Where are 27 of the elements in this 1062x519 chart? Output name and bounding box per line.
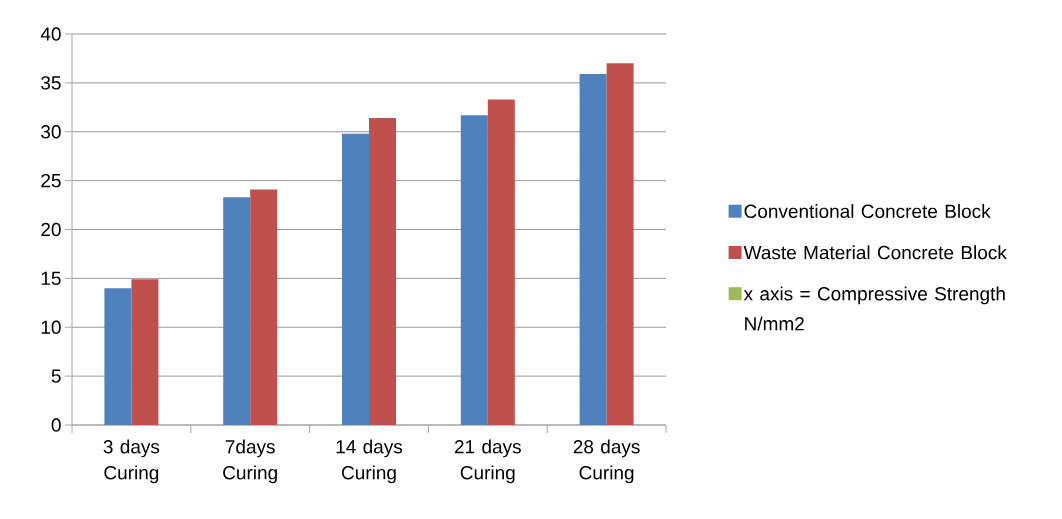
- bar: [579, 74, 607, 425]
- bar: [369, 118, 396, 425]
- y-tick-label: 35: [41, 76, 61, 90]
- y-tick-label: 10: [41, 320, 61, 334]
- x-tick-label: 3 days Curing: [103, 439, 160, 484]
- x-tick-label: 21 days Curing: [454, 439, 521, 484]
- y-tick-label: 40: [40, 27, 61, 41]
- bar: [606, 63, 634, 425]
- bar: [131, 279, 159, 425]
- x-tick-label: 14 days Curing: [336, 439, 403, 484]
- x-tick-label: 28 days Curing: [573, 439, 640, 484]
- bar: [250, 189, 278, 425]
- legend-label: Conventional Concrete Block: [744, 204, 991, 219]
- legend-label: x axis = Compressive Strength N/mm2: [743, 286, 1005, 331]
- bar: [223, 197, 251, 425]
- y-tick-label: 0: [51, 418, 61, 432]
- y-tick-label: 30: [41, 125, 61, 139]
- y-tick-label: 15: [41, 271, 61, 285]
- bar: [487, 99, 515, 425]
- y-tick-label: 25: [41, 173, 61, 188]
- legend-label: Waste Material Concrete Block: [743, 245, 1007, 260]
- bar: [104, 288, 132, 425]
- y-tick-label: 20: [41, 222, 61, 237]
- bar: [342, 133, 369, 425]
- bar: [460, 115, 488, 425]
- x-tick-label: 7days Curing: [223, 439, 277, 484]
- y-tick-label: 5: [51, 369, 61, 383]
